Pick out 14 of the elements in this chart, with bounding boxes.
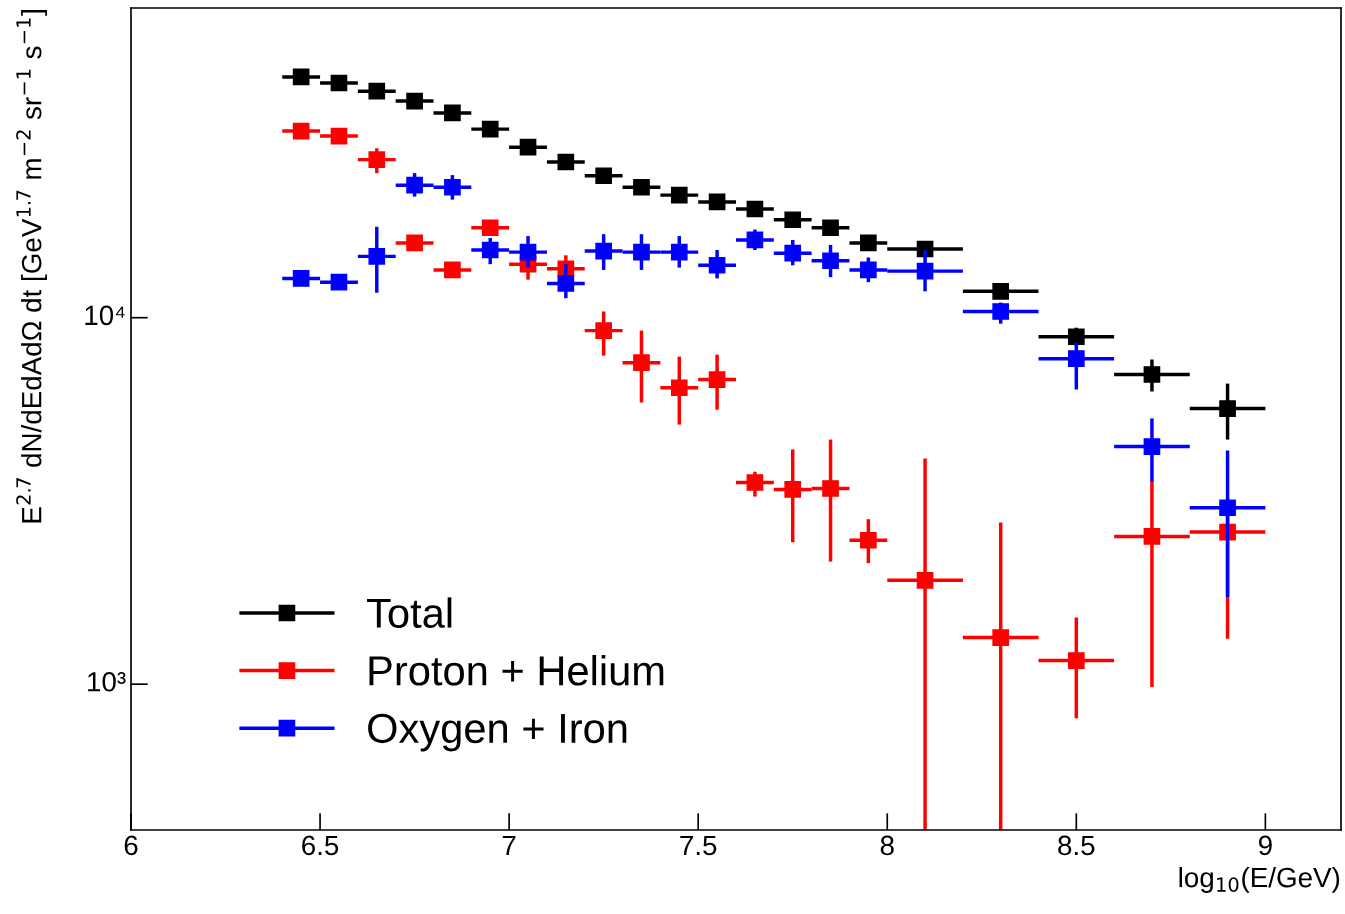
legend-label: Proton + Helium xyxy=(369,654,664,686)
x-axis-title: log$_{10}$(E/GeV) xyxy=(1179,866,1340,893)
y-tick-label: 10³ xyxy=(88,671,126,692)
x-tick-label: 9 xyxy=(1258,835,1272,856)
text: E$^{2.7}$ dN/dEdAdΩ dt [GeV$^{1.7}$ m$^{−2}$ sr$^{−1}$ s$^{−1}$] xyxy=(16,10,47,523)
legend-label: Total xyxy=(367,597,452,628)
x-tick-label: 8.5 xyxy=(1058,835,1095,856)
x-tick-label: 8 xyxy=(880,835,894,856)
x-tick-label: 6.5 xyxy=(302,835,339,856)
x-tick-label: 6 xyxy=(124,835,138,856)
x-tick-label: 7 xyxy=(502,835,516,855)
x-tick-label: 7.5 xyxy=(680,835,717,856)
legend-label: Oxygen + Iron xyxy=(368,713,627,752)
y-tick-label: 10⁴ xyxy=(85,305,125,326)
